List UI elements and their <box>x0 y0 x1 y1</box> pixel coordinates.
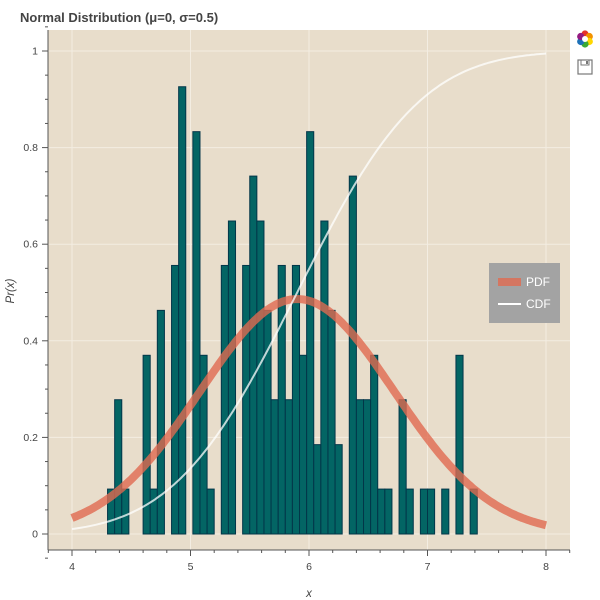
histogram-bar <box>334 444 343 535</box>
y-tick-label: 1 <box>32 46 38 58</box>
x-tick-label: 5 <box>188 561 194 573</box>
legend-label-cdf: CDF <box>526 297 551 311</box>
histogram-bar <box>249 175 258 535</box>
histogram-bar <box>192 131 201 535</box>
x-tick-label: 4 <box>69 561 75 573</box>
y-axis-label: Pr(x) <box>5 278 17 303</box>
pdf-line <box>70 295 548 530</box>
x-tick-label: 6 <box>306 561 312 573</box>
axes: 4 5 6 7 8 0 0.2 0.4 0.6 0.8 1 <box>23 26 571 573</box>
histogram-bar <box>419 488 429 535</box>
histogram-bar <box>355 399 365 535</box>
histogram-bar <box>455 354 464 535</box>
histogram-bar <box>220 264 229 535</box>
histogram-bar <box>291 264 301 535</box>
legend-label-pdf: PDF <box>526 275 550 289</box>
histogram-bar <box>121 488 130 535</box>
histogram-bar <box>156 309 165 535</box>
cdf-line <box>71 52 547 530</box>
histogram-bar <box>171 264 180 535</box>
toolbar <box>574 28 596 84</box>
histogram-bar <box>206 488 215 535</box>
y-tick-label: 0.4 <box>23 335 38 347</box>
histogram-bar <box>199 354 208 535</box>
y-tick-label: 0.6 <box>23 239 38 251</box>
histogram-bar <box>284 399 293 535</box>
histogram-bar <box>348 175 357 535</box>
x-tick-label: 8 <box>543 561 549 573</box>
histogram-bar <box>299 354 308 535</box>
histogram-bar <box>142 354 151 535</box>
y-tick-label: 0 <box>32 529 38 541</box>
histogram-bar <box>320 220 329 535</box>
histogram-bar <box>377 488 386 535</box>
histogram-bar <box>405 488 414 535</box>
histogram-bar <box>327 309 336 535</box>
x-tick-label: 7 <box>425 561 431 573</box>
histogram-bar <box>227 220 237 535</box>
histogram-bar <box>398 399 407 535</box>
y-tick-label: 0.8 <box>23 142 38 154</box>
save-icon[interactable] <box>574 56 596 78</box>
histogram-bar <box>384 488 393 535</box>
histogram-bar <box>178 86 187 535</box>
histogram-bar <box>313 444 322 535</box>
legend: PDF CDF <box>489 263 560 323</box>
histogram-bar <box>306 131 315 535</box>
histogram-bar <box>370 354 379 535</box>
histogram-bar <box>427 488 436 535</box>
histogram-bar <box>441 488 450 535</box>
bokeh-logo-icon[interactable] <box>574 28 596 50</box>
plot-area <box>48 30 570 550</box>
histogram-bar <box>114 399 123 535</box>
histogram-bar <box>363 399 372 535</box>
histogram-bar <box>256 220 265 535</box>
histogram-bar <box>270 399 279 535</box>
histogram-bar <box>242 264 251 535</box>
chart-title: Normal Distribution (μ=0, σ=0.5) <box>20 10 218 25</box>
y-tick-label: 0.2 <box>23 432 38 444</box>
legend-background <box>489 263 560 323</box>
x-axis-label: x <box>305 588 313 600</box>
histogram-bar <box>149 488 158 535</box>
